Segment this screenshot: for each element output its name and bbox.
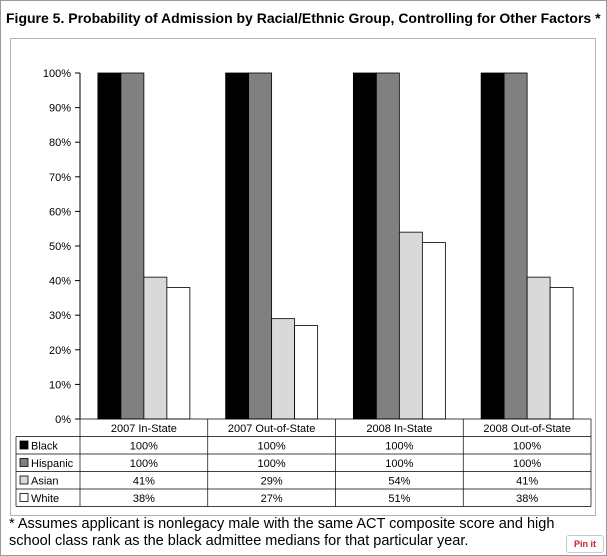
pin-it-button[interactable]: Pin it [566, 535, 604, 553]
legend-swatch-hispanic [19, 458, 29, 467]
data-label: 38% [516, 493, 538, 505]
bar-black-2 [352, 72, 377, 420]
data-label: 41% [516, 476, 538, 488]
y-tick-label: 20% [49, 345, 71, 357]
legend-swatch-white [19, 493, 29, 502]
legend-label-white: White [31, 493, 59, 505]
data-label: 100% [513, 441, 541, 453]
bar-black-1 [225, 72, 250, 420]
data-label: 100% [385, 458, 413, 470]
data-label: 41% [133, 476, 155, 488]
data-label: 100% [258, 441, 286, 453]
chart-area: 0% 10% 20% 30% 40% 50% 60% 70% 80% 90% 100% 2007 In… [10, 38, 596, 516]
bar-asian-2 [398, 231, 423, 420]
data-label: 38% [133, 493, 155, 505]
data-label: 51% [388, 493, 410, 505]
bar-asian-1 [271, 318, 296, 420]
data-label: 100% [130, 458, 158, 470]
legend-label-asian: Asian [31, 476, 59, 488]
footnote: * Assumes applicant is nonlegacy male wi… [9, 516, 555, 549]
y-tick-label: 0% [55, 414, 71, 426]
bar-white-1 [294, 325, 319, 420]
y-tick-label: 80% [49, 137, 71, 149]
data-label: 100% [385, 441, 413, 453]
category-label: 2007 Out-of-State [228, 423, 315, 435]
y-tick-label: 40% [49, 276, 71, 288]
data-label: 100% [258, 458, 286, 470]
bar-hispanic-1 [248, 72, 273, 420]
legend-swatch-black [19, 440, 29, 450]
y-tick-label: 100% [43, 68, 71, 80]
category-label: 2007 In-State [111, 423, 177, 435]
data-label: 29% [261, 476, 283, 488]
y-tick-label: 30% [49, 310, 71, 322]
bar-chart: 0% 10% 20% 30% 40% 50% 60% 70% 80% 90% 100% 2007 In… [15, 68, 592, 507]
data-label: 100% [130, 441, 158, 453]
data-label: 100% [513, 458, 541, 470]
y-tick-label: 60% [49, 206, 71, 218]
figure-title: Figure 5. Probability of Admission by Ra… [6, 10, 601, 26]
bar-black-3 [480, 72, 505, 420]
y-tick-label: 50% [49, 241, 71, 253]
legend-label-hispanic: Hispanic [31, 458, 74, 470]
y-tick-label: 10% [49, 379, 71, 391]
category-label: 2008 In-State [366, 423, 432, 435]
bar-hispanic-0 [120, 72, 145, 420]
bar-black-0 [97, 72, 122, 420]
data-label: 54% [388, 476, 410, 488]
bar-hispanic-3 [503, 72, 528, 420]
bar-hispanic-2 [375, 72, 400, 420]
y-tick-label: 90% [49, 103, 71, 115]
y-tick-label: 70% [49, 172, 71, 184]
bar-white-0 [166, 287, 191, 420]
legend-swatch-asian [19, 475, 29, 485]
bar-asian-3 [526, 276, 551, 420]
bar-white-3 [549, 287, 574, 420]
category-label: 2008 Out-of-State [483, 423, 570, 435]
bar-white-2 [421, 242, 446, 420]
legend-label-black: Black [31, 441, 58, 453]
bar-asian-0 [143, 276, 168, 420]
data-label: 27% [261, 493, 283, 505]
